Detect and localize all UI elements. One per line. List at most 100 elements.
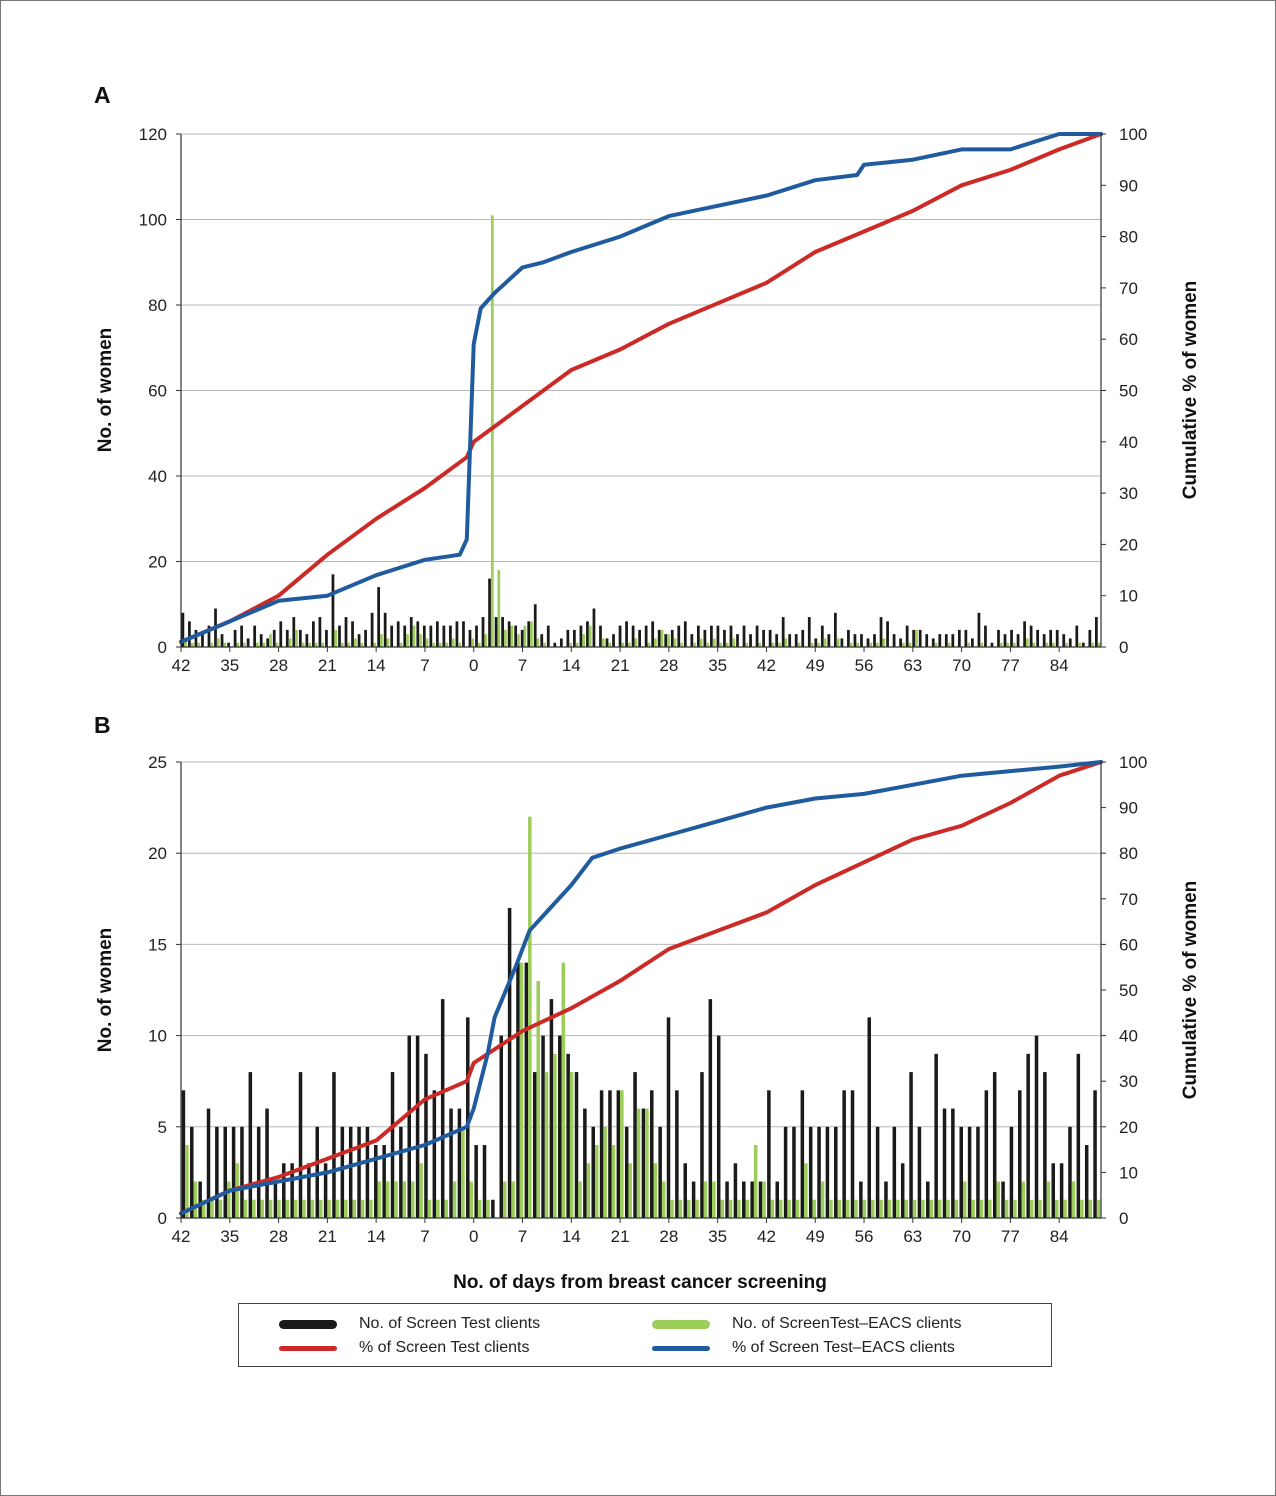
y-tick-label-right: 100 [1119, 753, 1147, 772]
bar-screen-test [984, 1090, 989, 1218]
bar-screen-test [592, 608, 596, 647]
bar-eacs [836, 638, 840, 647]
bar-screen-test [1003, 634, 1007, 647]
bar-eacs [1055, 1199, 1059, 1218]
bar-screen-test [651, 621, 655, 647]
bar-screen-test [886, 621, 889, 647]
bar-eacs [201, 1199, 206, 1218]
bar-screen-test [549, 999, 554, 1218]
x-tick-label: 35 [708, 1227, 727, 1246]
y-tick-label-right: 30 [1119, 1072, 1138, 1091]
bar-eacs [510, 625, 514, 648]
bar-screen-test [873, 634, 876, 647]
bar-screen-test [282, 1163, 286, 1218]
bar-eacs [778, 642, 781, 647]
panel-label: B [94, 712, 111, 738]
bar-eacs [845, 1199, 850, 1218]
bar-screen-test [566, 1053, 570, 1218]
bar-screen-test [926, 1181, 930, 1218]
bar-eacs [511, 1181, 515, 1218]
bar-screen-test [227, 642, 230, 647]
bar-screen-test [351, 621, 354, 647]
bar-eacs [327, 1199, 331, 1218]
bar-eacs [578, 1181, 582, 1218]
y-tick-label-left: 0 [158, 638, 167, 657]
bar-screen-test [675, 1090, 679, 1218]
bar-eacs [1021, 1181, 1026, 1218]
bar-screen-test [1081, 642, 1085, 647]
bar-screen-test [725, 1181, 729, 1218]
bar-eacs [352, 1199, 356, 1218]
bar-screen-test [794, 634, 798, 647]
bar-eacs [737, 1199, 741, 1218]
bar-screen-test [900, 1163, 905, 1218]
x-tick-label: 21 [611, 1227, 630, 1246]
bar-eacs [406, 634, 409, 647]
bar-screen-test [638, 629, 641, 647]
bar-screen-test [455, 621, 459, 647]
bar-screen-test [323, 1163, 328, 1218]
bar-screen-test [532, 1072, 537, 1218]
bar-screen-test [541, 1035, 545, 1218]
bar-screen-test [318, 617, 322, 647]
bar-eacs [344, 1199, 348, 1218]
bar-eacs [979, 1199, 984, 1218]
bar-eacs [436, 1199, 440, 1218]
bar-screen-test [364, 629, 367, 647]
x-tick-label: 7 [420, 1227, 429, 1246]
y-tick-label-left: 0 [158, 1209, 167, 1228]
bar-screen-test [892, 1126, 897, 1218]
legend-swatch-green-bar [652, 1319, 710, 1329]
bar-eacs [645, 1108, 649, 1218]
bar-screen-test [1059, 1163, 1064, 1218]
bar-eacs [497, 570, 501, 647]
y-tick-label-left: 15 [148, 935, 167, 954]
bar-screen-test [558, 1035, 562, 1218]
bar-screen-test [248, 1072, 253, 1218]
bar-eacs [1045, 642, 1049, 647]
bar-screen-test [758, 1181, 763, 1218]
bar-screen-test [265, 1108, 269, 1218]
y-tick-label-right: 70 [1119, 890, 1138, 909]
bar-screen-test [591, 1126, 595, 1218]
bar-eacs [288, 638, 292, 647]
bar-screen-test [462, 621, 465, 647]
bar-screen-test [860, 634, 863, 647]
bar-eacs [654, 638, 657, 647]
bar-eacs [904, 1199, 908, 1218]
bar-screen-test [1093, 1090, 1097, 1218]
bar-screen-test [959, 1126, 963, 1218]
bar-eacs [653, 1163, 658, 1218]
bar-eacs [285, 1199, 290, 1218]
bar-screen-test [583, 1108, 587, 1218]
bar-eacs [377, 1181, 382, 1218]
y-tick-label-left: 20 [148, 553, 167, 572]
bar-screen-test [691, 1181, 696, 1218]
bar-screen-test [742, 625, 746, 648]
bar-screen-test [775, 1181, 779, 1218]
bar-screen-test [285, 629, 289, 647]
bar-screen-test [292, 617, 296, 647]
bar-eacs [334, 629, 338, 647]
bar-screen-test [307, 1163, 311, 1218]
bar-screen-test [253, 625, 257, 648]
bar-screen-test [579, 625, 583, 648]
bar-eacs [385, 1181, 390, 1218]
x-tick-label: 42 [172, 1227, 191, 1246]
bar-eacs [185, 1145, 189, 1218]
bar-screen-test [850, 1090, 855, 1218]
bar-eacs [849, 642, 853, 647]
bar-screen-test [801, 629, 805, 647]
bar-screen-test [820, 625, 824, 648]
bar-screen-test [867, 1017, 871, 1218]
y-tick-label-right: 20 [1119, 535, 1138, 554]
bar-eacs [1012, 642, 1016, 647]
bar-screen-test [625, 621, 628, 647]
bar-eacs [988, 1199, 992, 1218]
bar-eacs [517, 634, 520, 647]
bar-screen-test [312, 621, 315, 647]
bar-screen-test [964, 629, 968, 647]
y-tick-label-right: 80 [1119, 844, 1138, 863]
x-tick-label: 35 [708, 656, 727, 675]
bar-screen-test [382, 1145, 386, 1218]
